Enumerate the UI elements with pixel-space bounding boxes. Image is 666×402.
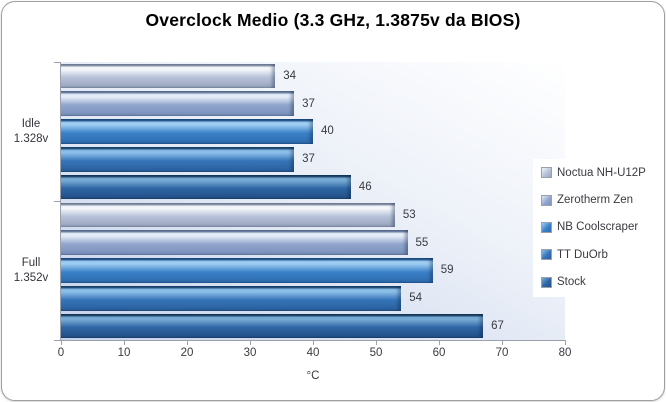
category-label-idle: Idle 1.328v	[13, 117, 49, 145]
value-axis-tick	[565, 340, 566, 345]
x-axis-title: °C	[306, 370, 320, 382]
value-axis-tick	[61, 340, 62, 345]
bar-stock-full	[61, 313, 484, 339]
value-axis-tick	[502, 340, 503, 345]
legend-label: Stock	[557, 276, 586, 289]
value-axis-tick-label: 50	[369, 347, 383, 359]
category-axis-tick	[54, 62, 60, 63]
legend-item-stock: Stock	[533, 269, 664, 296]
category-axis-line	[54, 62, 61, 341]
value-axis-tick	[439, 340, 440, 345]
legend-item-tt-duorb: TT DuOrb	[533, 241, 664, 268]
value-axis-tick-label: 70	[495, 347, 509, 359]
bar-noctua-nh-u12p-idle	[61, 63, 276, 89]
legend-swatch-icon	[541, 249, 552, 261]
bar-value-label: 53	[402, 208, 416, 221]
bar-value-label: 55	[415, 236, 429, 249]
legend-swatch-icon	[541, 276, 552, 288]
legend-swatch-icon	[541, 221, 552, 233]
bar-nb-coolscraper-idle	[61, 119, 313, 144]
value-axis-tick-label: 40	[306, 347, 320, 359]
bar-noctua-nh-u12p-full	[61, 202, 395, 228]
legend-label: NB Coolscraper	[557, 221, 639, 234]
bar-value-label: 59	[440, 264, 454, 277]
bar-tt-duorb-idle	[61, 147, 295, 172]
category-axis-tick	[54, 201, 60, 202]
value-axis-tick-label: 20	[180, 347, 194, 359]
value-axis-tick	[250, 340, 251, 345]
value-axis-tick	[124, 340, 125, 345]
plot-area: 34 37 40 37 46 53 55 59 54 67	[61, 62, 565, 340]
legend-item-zerotherm-zen: Zerotherm Zen	[533, 186, 664, 213]
value-axis-tick	[376, 340, 377, 345]
bar-value-label: 37	[302, 97, 315, 110]
legend-label: Noctua NH-U12P	[557, 166, 646, 179]
value-axis-tick-label: 10	[117, 347, 131, 359]
legend-label: TT DuOrb	[557, 248, 608, 261]
bar-value-label: 37	[302, 153, 315, 166]
bar-stock-idle	[61, 174, 351, 200]
bar-value-label: 34	[283, 69, 296, 82]
legend-item-noctua-nh-u12p: Noctua NH-U12P	[533, 159, 664, 186]
legend-item-nb-coolscraper: NB Coolscraper	[533, 214, 664, 241]
bar-value-label: 40	[321, 125, 334, 138]
bar-zerotherm-zen-idle	[61, 91, 295, 116]
chart-title: Overclock Medio (3.3 GHz, 1.3875v da BIO…	[145, 10, 521, 30]
legend-swatch-icon	[541, 194, 552, 206]
bar-value-label: 67	[491, 320, 504, 333]
legend: Noctua NH-U12P Zerotherm Zen NB Coolscrape…	[533, 159, 664, 297]
bar-tt-duorb-full	[61, 286, 402, 311]
value-axis-tick-label: 0	[57, 347, 65, 359]
bar-value-label: 46	[358, 181, 372, 194]
legend-label: Zerotherm Zen	[557, 194, 634, 207]
value-axis-tick	[187, 340, 188, 345]
value-axis-tick	[313, 340, 314, 345]
value-axis-tick-label: 80	[558, 347, 572, 359]
value-axis-line	[55, 340, 566, 341]
value-axis-tick-label: 30	[243, 347, 257, 359]
category-label-full: Full 1.352v	[13, 256, 49, 284]
value-axis-tick-label: 60	[432, 347, 446, 359]
legend-swatch-icon	[541, 167, 552, 179]
bar-nb-coolscraper-full	[61, 258, 433, 283]
bar-value-label: 54	[409, 292, 422, 305]
bar-zerotherm-zen-full	[61, 230, 408, 255]
